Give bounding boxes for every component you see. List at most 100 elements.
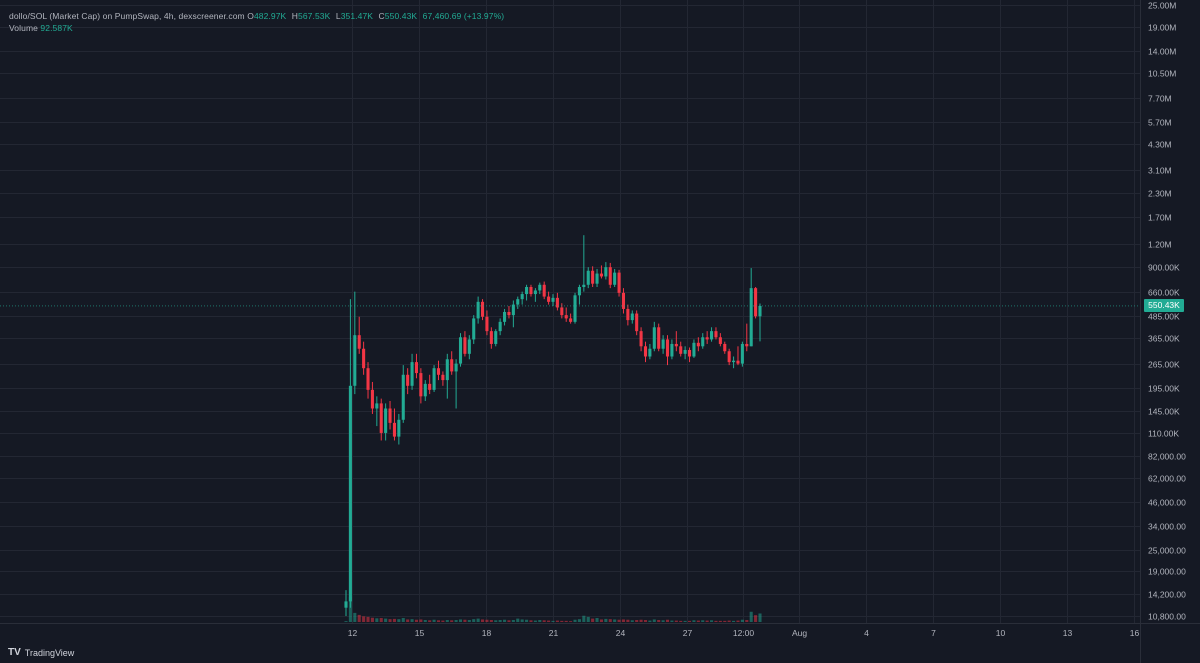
chart-legend: dollo/SOL (Market Cap) on PumpSwap, 4h, … bbox=[9, 10, 507, 34]
volume-bar bbox=[564, 620, 568, 622]
legend-volume-value: 92.587K bbox=[40, 23, 73, 33]
candle-body bbox=[480, 301, 485, 317]
volume-bar bbox=[542, 620, 546, 622]
volume-bar bbox=[480, 619, 485, 622]
candle-body bbox=[485, 316, 489, 332]
candle-body bbox=[419, 373, 423, 397]
volume-bar bbox=[643, 620, 648, 622]
volume-bar bbox=[450, 620, 454, 622]
volume-bar bbox=[591, 618, 595, 622]
volume-bar bbox=[595, 618, 599, 622]
volume-bar bbox=[445, 620, 449, 622]
volume-bar bbox=[701, 620, 705, 622]
candle-body bbox=[599, 273, 603, 277]
volume-bar bbox=[661, 620, 665, 622]
volume-bar bbox=[635, 620, 639, 622]
candle-body bbox=[450, 359, 454, 372]
candle-body bbox=[679, 346, 683, 354]
candle-body bbox=[608, 267, 612, 285]
volume-bar bbox=[392, 618, 396, 622]
price-tick-label: 265.00K bbox=[1148, 360, 1180, 370]
time-tick-label: 15 bbox=[415, 628, 425, 638]
candle-body bbox=[494, 331, 498, 344]
candle-body bbox=[749, 288, 753, 347]
candle-body bbox=[401, 374, 405, 420]
price-tick-label: 1.20M bbox=[1148, 240, 1172, 250]
volume-bar bbox=[538, 620, 542, 622]
volume-bars bbox=[344, 597, 762, 622]
volume-bar bbox=[516, 618, 520, 622]
candle-body bbox=[586, 270, 590, 285]
price-tick-label: 110.00K bbox=[1148, 429, 1179, 439]
volume-bar bbox=[344, 621, 348, 622]
candle-body bbox=[758, 305, 762, 317]
volume-bar bbox=[687, 620, 692, 622]
volume-bar bbox=[414, 619, 419, 622]
candle-body bbox=[503, 311, 507, 322]
volume-bar bbox=[749, 611, 753, 622]
candle-body bbox=[370, 389, 374, 409]
candle-body bbox=[547, 296, 551, 302]
volume-bar bbox=[665, 619, 670, 622]
price-tick-label: 900.00K bbox=[1148, 263, 1180, 273]
price-tick-label: 2.30M bbox=[1148, 189, 1172, 199]
tradingview-brand[interactable]: TV TradingView bbox=[8, 647, 74, 658]
time-axis: 12 15 18 21 24 27 12:00 Aug 4 7 10 13 16 bbox=[348, 628, 1140, 638]
volume-bar bbox=[498, 620, 502, 622]
candle-body bbox=[392, 422, 396, 437]
volume-bar bbox=[366, 616, 370, 622]
candle-body bbox=[661, 339, 665, 349]
time-tick-label: 12 bbox=[348, 628, 358, 638]
candle-body bbox=[665, 339, 670, 357]
volume-bar bbox=[617, 619, 621, 622]
volume-bar bbox=[679, 620, 683, 622]
price-tick-label: 14,200.00 bbox=[1148, 590, 1186, 600]
candle-body bbox=[348, 385, 352, 602]
candle-body bbox=[375, 403, 379, 409]
price-tick-label: 7.70M bbox=[1148, 94, 1172, 104]
last-price-tag: 550.43K bbox=[1144, 299, 1184, 313]
price-tick-label: 25.00M bbox=[1148, 1, 1176, 11]
time-tick-label: 18 bbox=[482, 628, 492, 638]
candle-body bbox=[498, 321, 502, 332]
candle-body bbox=[357, 335, 361, 349]
time-tick-label: Aug bbox=[792, 628, 807, 638]
price-axis: 25.00M 19.00M 14.00M 10.50M 7.70M 5.70M 4.30M 3… bbox=[1148, 1, 1186, 622]
candle-body bbox=[436, 368, 441, 375]
candle-body bbox=[569, 318, 573, 322]
candle-body bbox=[516, 299, 520, 305]
candle-body bbox=[652, 327, 656, 349]
candle-body bbox=[630, 313, 634, 321]
volume-bar bbox=[652, 619, 656, 622]
candle-body bbox=[538, 284, 542, 291]
volume-bar bbox=[604, 618, 608, 622]
candle-body bbox=[406, 374, 410, 386]
volume-bar bbox=[758, 613, 762, 622]
candle-body bbox=[577, 286, 581, 296]
candle-body bbox=[714, 331, 718, 338]
candle-body bbox=[626, 308, 630, 321]
volume-bar bbox=[613, 619, 617, 622]
volume-bar bbox=[551, 620, 555, 622]
candle-body bbox=[635, 313, 639, 332]
volume-bar bbox=[745, 620, 749, 622]
candle-body bbox=[573, 295, 577, 322]
volume-bar bbox=[683, 620, 687, 622]
volume-bar bbox=[560, 620, 564, 622]
candle-body bbox=[696, 342, 700, 347]
time-tick-label: 10 bbox=[996, 628, 1006, 638]
candle-body bbox=[564, 315, 568, 319]
volume-bar bbox=[353, 612, 357, 622]
price-tick-label: 660.00K bbox=[1148, 288, 1180, 298]
volume-bar bbox=[555, 620, 559, 622]
volume-bar bbox=[423, 620, 427, 622]
candle-body bbox=[410, 362, 414, 386]
candle-body bbox=[379, 403, 383, 433]
candle-body bbox=[397, 419, 401, 437]
candle-body bbox=[454, 363, 458, 372]
volume-bar bbox=[485, 619, 489, 622]
candle-body bbox=[732, 360, 736, 363]
volume-bar bbox=[529, 620, 533, 622]
price-tick-label: 82,000.00 bbox=[1148, 452, 1186, 462]
